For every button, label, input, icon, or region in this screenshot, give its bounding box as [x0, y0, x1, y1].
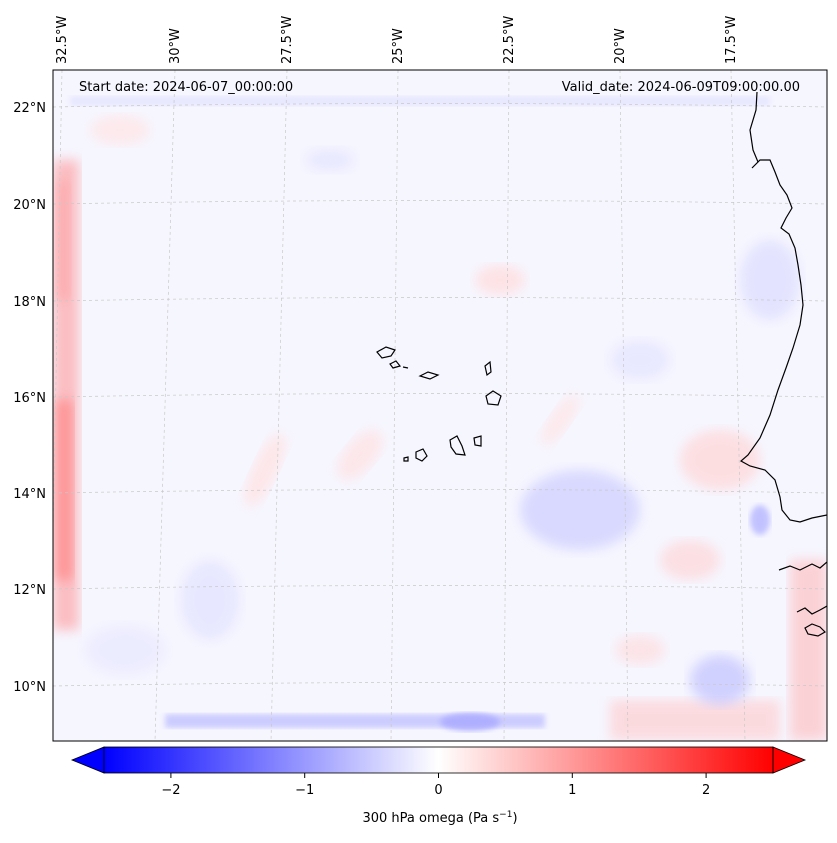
cape-verde-fogo	[415, 448, 428, 462]
lat-tick-label: 10°N	[13, 680, 46, 695]
cape-verde-maio	[473, 435, 482, 447]
colorbar-gradient	[104, 747, 773, 773]
cape-verde-santo-antao	[376, 346, 396, 359]
colorbar-tick-label: 2	[702, 783, 710, 798]
lat-tick-label: 14°N	[13, 487, 46, 502]
cape-verde-sal	[484, 360, 492, 377]
lon-tick-label: 27.5°W	[280, 16, 295, 64]
latitude-labels: 22°N 20°N 18°N 16°N 14°N 12°N 10°N	[13, 101, 46, 695]
colorbar-label: 300 hPa omega (Pa s−1)	[362, 810, 517, 826]
cape-verde-boa-vista	[485, 390, 502, 406]
cape-verde-sao-vicente	[389, 360, 402, 369]
africa-coastline	[739, 91, 827, 523]
lat-tick-label: 18°N	[13, 295, 46, 310]
guinea-bissau-coastline	[796, 605, 827, 615]
map-frame	[52, 69, 828, 742]
colorbar-tick-label: 0	[434, 783, 442, 798]
lat-tick-label: 20°N	[13, 198, 46, 213]
colorbar-tick-label: 1	[568, 783, 576, 798]
start-date-label: Start date: 2024-06-07_00:00:00	[79, 80, 293, 95]
map-panel: Start date: 2024-06-07_00:00:00 Valid_da…	[52, 69, 828, 742]
colorbar-ticks: −2 −1 0 1 2	[161, 773, 710, 798]
lat-tick-label: 22°N	[13, 101, 46, 116]
cape-verde-brava	[403, 456, 409, 462]
lat-tick-label: 12°N	[13, 583, 46, 598]
valid-date-label: Valid_date: 2024-06-09T09:00:00.00	[562, 80, 800, 95]
lon-tick-label: 22.5°W	[502, 16, 517, 64]
lon-tick-label: 32.5°W	[55, 16, 70, 64]
lon-tick-label: 17.5°W	[724, 16, 739, 64]
cape-verde-santa-luzia	[402, 366, 409, 369]
colorbar-tick-label: −1	[295, 783, 314, 798]
graticule	[53, 70, 827, 741]
lon-tick-label: 20°W	[613, 28, 628, 64]
colorbar-tick-label: −2	[161, 783, 180, 798]
colorbar: −2 −1 0 1 2 300 hPa omega (Pa s−1)	[70, 746, 807, 826]
lon-tick-label: 30°W	[168, 28, 183, 64]
coastlines	[376, 91, 827, 637]
lon-tick-label: 25°W	[391, 28, 406, 64]
cape-verde-sao-nicolau	[418, 371, 440, 380]
lat-tick-label: 16°N	[13, 391, 46, 406]
cape-verde-santiago	[449, 435, 466, 456]
bijagos-coastline	[804, 623, 826, 637]
colorbar-extend-max	[772, 746, 807, 774]
colorbar-extend-min	[70, 746, 105, 774]
gambia-coastline	[778, 561, 827, 571]
longitude-labels: 32.5°W 30°W 27.5°W 25°W 22.5°W 20°W 17.5°W	[55, 16, 739, 64]
